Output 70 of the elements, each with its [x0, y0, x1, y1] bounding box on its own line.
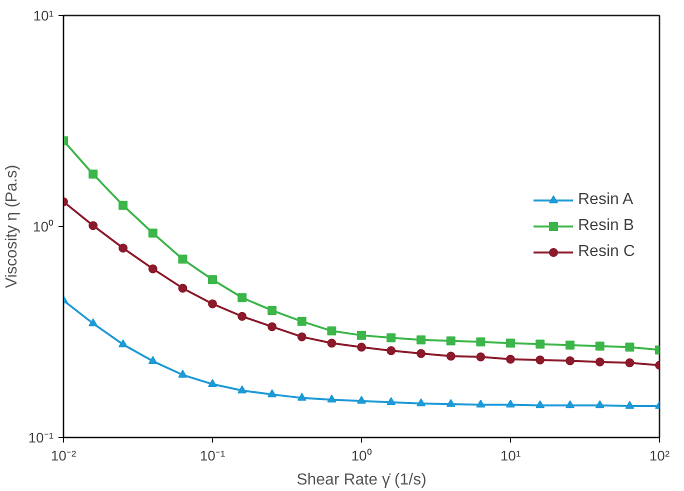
point: [595, 357, 604, 366]
point: [148, 356, 158, 364]
point: [536, 340, 545, 349]
point: [88, 170, 98, 179]
point: [238, 312, 247, 321]
point: [446, 336, 456, 346]
point: [327, 394, 336, 403]
point: [297, 316, 306, 326]
point: [118, 339, 128, 348]
point: [88, 221, 98, 230]
point: [506, 354, 515, 364]
point: [238, 293, 247, 302]
point: [148, 264, 158, 274]
point: [357, 330, 366, 340]
point: [208, 379, 217, 387]
legend-label: Resin C: [578, 243, 635, 261]
point: [178, 370, 188, 378]
point: [118, 200, 128, 210]
point: [238, 385, 247, 394]
point: [88, 318, 98, 326]
point: [416, 335, 426, 344]
point: [268, 322, 277, 332]
x-tick-label: 10²: [649, 448, 670, 464]
point: [566, 400, 575, 408]
point: [625, 358, 634, 368]
point: [118, 244, 128, 253]
y-tick-label: 10⁻¹: [28, 430, 54, 446]
point: [625, 342, 634, 352]
point: [148, 228, 158, 238]
point: [595, 400, 604, 408]
y-tick-label: 10⁰: [32, 218, 54, 234]
point: [536, 355, 545, 364]
point: [506, 338, 515, 348]
point: [476, 337, 486, 346]
point: [208, 299, 217, 308]
point: [476, 400, 486, 408]
point: [476, 352, 486, 362]
point: [386, 397, 396, 406]
x-tick-label: 10⁰: [351, 448, 372, 464]
y-axis-title: Viscosity η (Pa.s): [3, 164, 20, 288]
point: [357, 396, 366, 404]
point: [416, 398, 426, 406]
point: [536, 400, 545, 408]
x-tick-label: 10⁻¹: [200, 448, 226, 464]
point: [297, 392, 306, 401]
point: [386, 333, 396, 342]
x-tick-label: 10¹: [500, 448, 521, 464]
point: [327, 326, 336, 336]
point: [566, 340, 575, 350]
point: [595, 342, 604, 351]
point: [566, 356, 575, 366]
point: [178, 284, 188, 293]
point: [506, 400, 515, 408]
point: [446, 398, 456, 407]
point: [208, 275, 217, 284]
point: [446, 352, 456, 361]
legend-label: Resin B: [578, 217, 634, 235]
y-tick-label: 10¹: [33, 8, 54, 24]
x-axis-title: Shear Rate γ̇ (1/s): [296, 472, 426, 488]
point: [357, 342, 366, 352]
point: [327, 338, 336, 348]
x-tick-label: 10⁻²: [50, 448, 76, 464]
point: [268, 389, 277, 398]
point: [268, 306, 277, 315]
point: [178, 254, 188, 264]
legend-label: Resin A: [578, 191, 634, 209]
point: [386, 346, 396, 356]
point: [416, 349, 426, 358]
point: [625, 400, 634, 409]
point: [297, 332, 306, 342]
